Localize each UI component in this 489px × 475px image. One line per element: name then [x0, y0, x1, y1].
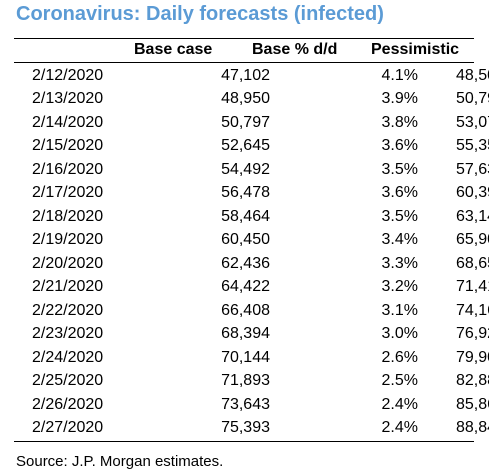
- base-case-cell: 60,450: [221, 231, 270, 249]
- table-row: 2/14/2020 50,797 3.8% 53,073: [14, 111, 489, 135]
- date-cell: 2/15/2020: [32, 137, 104, 155]
- column-header-base-case: Base case: [134, 41, 213, 58]
- base-pct-cell: 3.3%: [381, 254, 418, 272]
- pessimistic-cell: 57,639: [456, 160, 489, 178]
- base-pct-cell: 3.2%: [381, 278, 418, 296]
- table-row: 2/21/2020 64,422 3.2% 71,414: [14, 276, 489, 300]
- pessimistic-cell: 74,169: [456, 301, 489, 319]
- base-pct-cell: 3.6%: [381, 137, 418, 155]
- base-pct-cell: 2.4%: [381, 419, 418, 437]
- date-cell: 2/19/2020: [32, 231, 104, 249]
- base-pct-cell: 3.9%: [381, 90, 418, 108]
- base-pct-cell: 3.5%: [381, 207, 418, 225]
- table-bottom-rule: [14, 441, 474, 442]
- date-cell: 2/12/2020: [32, 66, 104, 84]
- base-case-cell: 52,645: [221, 137, 270, 155]
- base-case-cell: 50,797: [221, 113, 270, 131]
- date-cell: 2/13/2020: [32, 90, 104, 108]
- pessimistic-cell: 71,414: [456, 278, 489, 296]
- pessimistic-cell: 82,882: [456, 372, 489, 390]
- base-pct-cell: 3.5%: [381, 160, 418, 178]
- table-row: 2/13/2020 48,950 3.9% 50,790: [14, 88, 489, 112]
- base-case-cell: 68,394: [221, 325, 270, 343]
- column-header-pessimistic: Pessimistic: [371, 41, 460, 58]
- base-pct-cell: 4.1%: [381, 66, 418, 84]
- base-case-cell: 70,144: [221, 348, 270, 366]
- header-bottom-rule: [14, 62, 474, 63]
- pessimistic-cell: 76,924: [456, 325, 489, 343]
- base-pct-cell: 2.6%: [381, 348, 418, 366]
- base-case-cell: 54,492: [221, 160, 270, 178]
- base-case-cell: 62,436: [221, 254, 270, 272]
- table-row: 2/24/2020 70,144 2.6% 79,903: [14, 346, 489, 370]
- table-row: 2/26/2020 73,643 2.4% 85,861: [14, 393, 489, 417]
- pessimistic-cell: 53,073: [456, 113, 489, 131]
- base-pct-cell: 2.5%: [381, 372, 418, 390]
- forecast-table: 2/12/2020 47,102 4.1% 48,507 2/13/2020 48,950…: [14, 64, 489, 441]
- pessimistic-cell: 55,356: [456, 137, 489, 155]
- date-cell: 2/20/2020: [32, 254, 104, 272]
- pessimistic-cell: 79,903: [456, 348, 489, 366]
- table-row: 2/12/2020 47,102 4.1% 48,507: [14, 64, 489, 88]
- base-pct-cell: 3.6%: [381, 184, 418, 202]
- date-cell: 2/17/2020: [32, 184, 104, 202]
- table-row: 2/23/2020 68,394 3.0% 76,924: [14, 323, 489, 347]
- date-cell: 2/21/2020: [32, 278, 104, 296]
- date-cell: 2/14/2020: [32, 113, 104, 131]
- table-row: 2/15/2020 52,645 3.6% 55,356: [14, 135, 489, 159]
- date-cell: 2/16/2020: [32, 160, 104, 178]
- base-pct-cell: 3.1%: [381, 301, 418, 319]
- base-pct-cell: 3.0%: [381, 325, 418, 343]
- base-pct-cell: 3.4%: [381, 231, 418, 249]
- table-row: 2/16/2020 54,492 3.5% 57,639: [14, 158, 489, 182]
- base-pct-cell: 2.4%: [381, 395, 418, 413]
- date-cell: 2/25/2020: [32, 372, 104, 390]
- source-note: Source: J.P. Morgan estimates.: [16, 453, 224, 470]
- table-row: 2/17/2020 56,478 3.6% 60,394: [14, 182, 489, 206]
- date-cell: 2/24/2020: [32, 348, 104, 366]
- table-row: 2/20/2020 62,436 3.3% 68,659: [14, 252, 489, 276]
- pessimistic-cell: 63,149: [456, 207, 489, 225]
- date-cell: 2/22/2020: [32, 301, 104, 319]
- table-row: 2/25/2020 71,893 2.5% 82,882: [14, 370, 489, 394]
- date-cell: 2/18/2020: [32, 207, 104, 225]
- date-cell: 2/26/2020: [32, 395, 104, 413]
- date-cell: 2/23/2020: [32, 325, 104, 343]
- pessimistic-cell: 88,840: [456, 419, 489, 437]
- base-case-cell: 48,950: [221, 90, 270, 108]
- base-case-cell: 56,478: [221, 184, 270, 202]
- pessimistic-cell: 85,861: [456, 395, 489, 413]
- base-case-cell: 58,464: [221, 207, 270, 225]
- pessimistic-cell: 50,790: [456, 90, 489, 108]
- pessimistic-cell: 48,507: [456, 66, 489, 84]
- table-row: 2/22/2020 66,408 3.1% 74,169: [14, 299, 489, 323]
- base-case-cell: 66,408: [221, 301, 270, 319]
- table-row: 2/19/2020 60,450 3.4% 65,904: [14, 229, 489, 253]
- base-case-cell: 64,422: [221, 278, 270, 296]
- header-top-rule: [14, 38, 474, 39]
- base-case-cell: 71,893: [221, 372, 270, 390]
- base-pct-cell: 3.8%: [381, 113, 418, 131]
- date-cell: 2/27/2020: [32, 419, 104, 437]
- chart-title: Coronavirus: Daily forecasts (infected): [16, 3, 384, 25]
- pessimistic-cell: 60,394: [456, 184, 489, 202]
- table-row: 2/27/2020 75,393 2.4% 88,840: [14, 417, 489, 441]
- base-case-cell: 75,393: [221, 419, 270, 437]
- pessimistic-cell: 68,659: [456, 254, 489, 272]
- pessimistic-cell: 65,904: [456, 231, 489, 249]
- base-case-cell: 47,102: [221, 66, 270, 84]
- table-row: 2/18/2020 58,464 3.5% 63,149: [14, 205, 489, 229]
- column-header-base-pct: Base % d/d: [252, 41, 338, 58]
- base-case-cell: 73,643: [221, 395, 270, 413]
